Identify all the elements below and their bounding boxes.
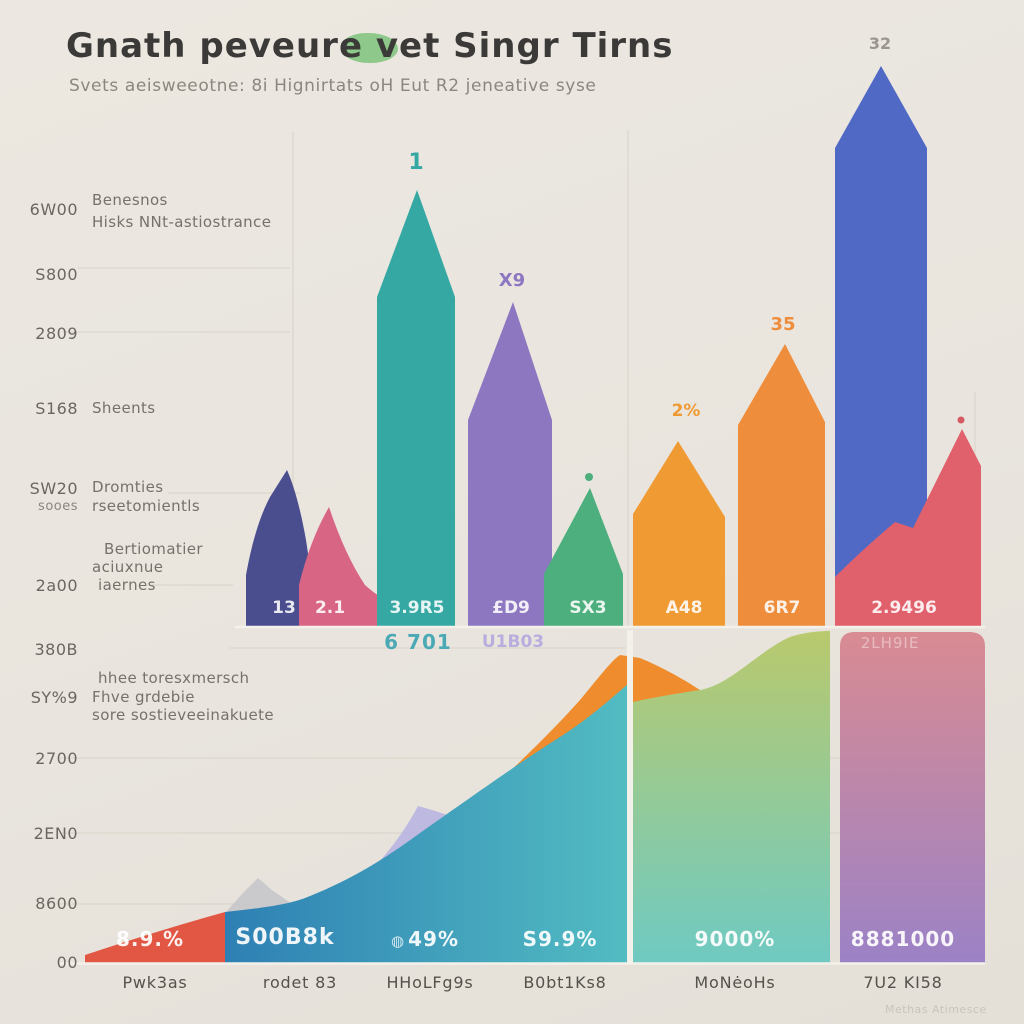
bar-value-label: 6R7	[763, 598, 801, 618]
annotation-text: rseetomientls	[92, 497, 201, 515]
bar-value-label: £D9	[492, 598, 530, 618]
purple-bar	[468, 302, 552, 626]
y-tick: SY%9	[30, 688, 78, 707]
y-tick: 2700	[35, 749, 78, 768]
area-label: S9.9%	[522, 927, 598, 951]
blue-gradient-area	[225, 684, 628, 963]
bar-value-label: 2.1	[314, 598, 346, 618]
y-tick: 2a00	[35, 576, 78, 595]
y-tick: S168	[35, 399, 78, 418]
y-tick: SW20	[29, 479, 78, 498]
x-category: Pwk3as	[122, 973, 188, 992]
annotation-text: iaernes	[98, 576, 156, 594]
page-title: Gnath peveure vet Singr Tirns	[66, 26, 674, 66]
watermark: Methas Atimesce	[885, 1003, 987, 1016]
teal-bar	[377, 190, 455, 626]
royal-blue-bar	[835, 66, 927, 626]
annotation-text: hhee toresxmersch	[98, 669, 250, 687]
faint-column-label: 2LH9IE	[860, 634, 920, 652]
green-peak-bar	[544, 488, 623, 626]
annotation-text: Dromties	[92, 478, 164, 496]
red-dot-marker	[957, 416, 965, 424]
y-tick: S800	[35, 265, 78, 284]
x-category: HHoLFg9s	[386, 973, 474, 992]
bar-top-label: 2%	[671, 401, 701, 421]
red-ramp-area	[85, 912, 225, 963]
annotation-text: Bertiomatier	[104, 540, 203, 558]
bar-value-label: 13	[272, 598, 296, 618]
y-tick: 2809	[35, 324, 78, 343]
area-label-with-icon: ◍ 49%	[360, 927, 490, 951]
bar-top-label: X9	[498, 270, 526, 291]
x-category: 7U2 KI58	[863, 973, 943, 992]
y-tick: 6W00	[29, 200, 78, 219]
orange-peak-bar	[633, 441, 725, 626]
bar-top-label: 32	[868, 34, 892, 53]
bar-value-label: 3.9R5	[389, 598, 445, 618]
x-category: MoNėoHs	[694, 973, 776, 992]
pink-peak-bar	[299, 507, 410, 626]
navy-peak-bar	[246, 470, 312, 626]
x-category: B0bt1Ks8	[523, 973, 607, 992]
bar-value-label: SX3	[569, 598, 607, 618]
annotation-text: sore sostieveeinakuete	[92, 706, 274, 724]
orange-tall-bar	[738, 344, 825, 626]
bar-value-label: 2.9496	[871, 598, 937, 618]
column-gap-line	[627, 630, 633, 963]
red-line-area	[835, 429, 981, 626]
annotation-text: Benesnos	[92, 191, 168, 209]
y-tick: 8600	[35, 894, 78, 913]
y-tick: 2EN0	[33, 824, 78, 843]
annotation-text: Hisks NNt-astiostrance	[92, 213, 272, 231]
area-label: 49%	[408, 927, 459, 951]
area-label: 8.9.%	[115, 927, 185, 951]
area-label: S00B8k	[235, 925, 335, 950]
green-gradient-column	[633, 631, 830, 963]
x-category: rodet 83	[262, 973, 338, 992]
area-label: 8881000	[850, 927, 956, 951]
annotation-text: aciuxnue	[92, 558, 164, 576]
gray-hill-area	[225, 878, 295, 913]
purple-gradient-column	[840, 632, 985, 963]
page-subtitle: Svets aeisweeotne: 8i Hignirtats oH Eut …	[69, 76, 597, 96]
area-label: 9000%	[694, 927, 776, 951]
annotation-text: Sheents	[92, 399, 156, 417]
below-bar-label: 6 701	[384, 630, 452, 654]
title-highlight-smudge	[342, 33, 398, 63]
badge-icon: ◍	[391, 932, 406, 950]
below-bar-label: U1B03	[481, 632, 545, 652]
bar-top-label: 1	[408, 150, 424, 175]
bar-value-label: A48	[665, 598, 703, 618]
y-tick-sub: sooes	[38, 499, 78, 514]
bar-top-label: 35	[770, 314, 796, 335]
y-tick: 380B	[34, 640, 78, 659]
annotation-text: Fhve grdebie	[92, 688, 195, 706]
y-tick: 00	[56, 953, 78, 972]
green-dot-marker	[585, 473, 593, 481]
